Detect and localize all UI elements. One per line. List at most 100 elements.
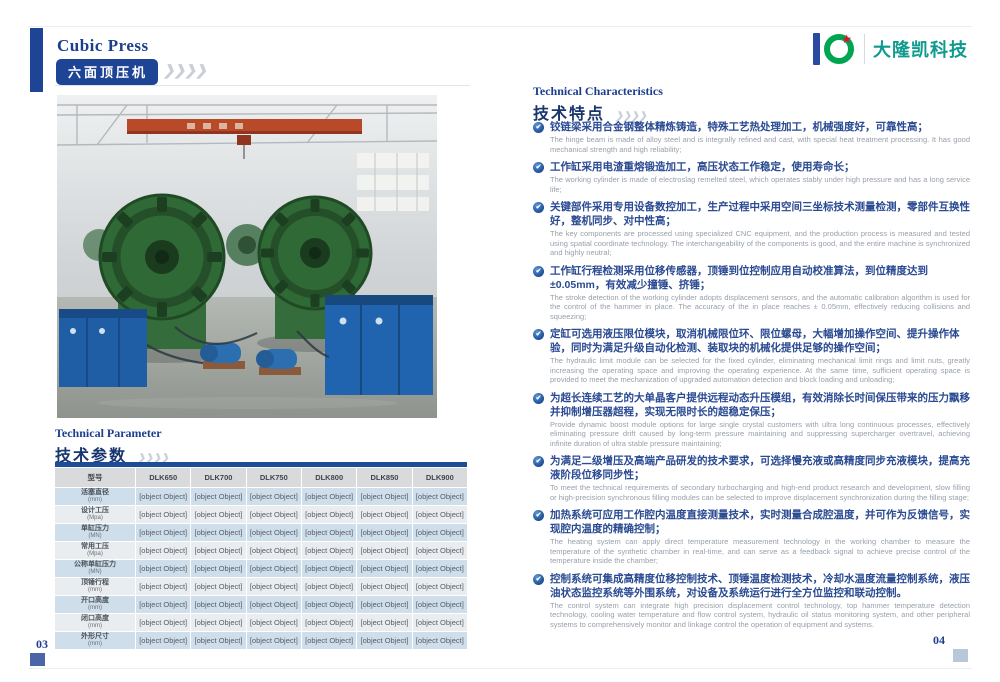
table-value-cell: [object Object] bbox=[191, 488, 246, 505]
row-unit: (MN) bbox=[88, 569, 102, 575]
feature-text-zh: 为满足二级增压及高端产品研发的技术要求，可选择慢充液或高精度同步充液模块，提高充… bbox=[550, 455, 970, 481]
table-row: 顶锤行程 (mm) [object Object] [object Object]… bbox=[55, 578, 467, 595]
table-value-cell: [object Object] bbox=[136, 578, 191, 595]
table-value-cell: [object Object] bbox=[357, 506, 412, 523]
left-accent-bar bbox=[30, 28, 43, 92]
table-value-cell: [object Object] bbox=[357, 524, 412, 541]
table-value-cell: [object Object] bbox=[136, 560, 191, 577]
table-value-cell: [object Object] bbox=[357, 614, 412, 631]
row-label: 常用工压 bbox=[81, 543, 109, 550]
page-corner-bar-right bbox=[953, 649, 968, 662]
table-value-cell: [object Object] bbox=[357, 488, 412, 505]
table-value-cell: [object Object] bbox=[246, 524, 301, 541]
table-value-cell: [object Object] bbox=[301, 560, 357, 577]
table-value-cell: [object Object] bbox=[246, 596, 301, 613]
feature-item: ✔ 为超长连续工艺的大单晶客户提供远程动态升压模组，有效消除长时间保压带来的压力… bbox=[533, 391, 970, 449]
table-value-cell: [object Object] bbox=[301, 596, 357, 613]
parameter-table: 型号 DLK650 DLK700 DLK750 DLK800 DLK850 DLK900 活… bbox=[55, 462, 467, 649]
feature-text: 为超长连续工艺的大单晶客户提供远程动态升压模组，有效消除长时间保压带来的压力飘移… bbox=[550, 391, 970, 449]
row-unit: (Mpa) bbox=[87, 551, 103, 557]
table-value-cell: [object Object] bbox=[412, 632, 467, 649]
table-value-cell: [object Object] bbox=[301, 578, 357, 595]
page-bottom-edge bbox=[28, 668, 972, 669]
row-label: 公称单缸压力 bbox=[74, 561, 116, 568]
row-label: 闭口高度 bbox=[81, 615, 109, 622]
table-value-cell: [object Object] bbox=[412, 542, 467, 559]
row-unit: (MN) bbox=[88, 533, 102, 539]
logo-star-icon: ★ bbox=[841, 32, 852, 46]
chevrons-icon: ❯❯❯❯ bbox=[163, 62, 207, 78]
row-label: 设计工压 bbox=[81, 507, 109, 514]
row-unit: (mm) bbox=[88, 623, 102, 629]
row-label: 活塞直径 bbox=[81, 489, 109, 496]
table-value-cell: [object Object] bbox=[412, 488, 467, 505]
feature-item: ✔ 控制系统可集成高精度位移控制技术、顶锤温度检测技术，冷却水温度流量控制系统，… bbox=[533, 572, 970, 630]
section-title-zh-text: 技术特点 bbox=[533, 106, 606, 123]
table-header-cell: DLK850 bbox=[357, 468, 412, 487]
logo-bar-icon bbox=[813, 33, 820, 65]
table-value-cell: [object Object] bbox=[136, 596, 191, 613]
row-label-cell: 公称单缸压力 (MN) bbox=[55, 560, 135, 577]
table-value-cell: [object Object] bbox=[246, 488, 301, 505]
row-label: 单缸压力 bbox=[81, 525, 109, 532]
table-value-cell: [object Object] bbox=[191, 560, 246, 577]
table-top-bar bbox=[55, 462, 467, 467]
page-corner-bar-left bbox=[30, 653, 45, 666]
feature-item: ✔ 工作缸采用电渣重熔锻造加工，高压状态工作稳定，使用寿命长； The work… bbox=[533, 160, 970, 194]
page-title: Cubic Press bbox=[57, 36, 149, 55]
section-title-en: Technical Parameter bbox=[55, 426, 162, 440]
table-row: 常用工压 (Mpa) [object Object] [object Object… bbox=[55, 542, 467, 559]
table-value-cell: [object Object] bbox=[246, 542, 301, 559]
table-value-cell: [object Object] bbox=[301, 614, 357, 631]
feature-text: 控制系统可集成高精度位移控制技术、顶锤温度检测技术，冷却水温度流量控制系统，液压… bbox=[550, 572, 970, 630]
table-value-cell: [object Object] bbox=[136, 542, 191, 559]
table-value-cell: [object Object] bbox=[136, 614, 191, 631]
table-value-cell: [object Object] bbox=[136, 488, 191, 505]
page-top-edge bbox=[28, 26, 972, 27]
factory-scene-illustration bbox=[57, 95, 437, 418]
table-value-cell: [object Object] bbox=[412, 524, 467, 541]
table-header-cell: DLK650 bbox=[136, 468, 191, 487]
check-icon: ✔ bbox=[533, 573, 544, 585]
row-label: 外形尺寸 bbox=[81, 633, 109, 640]
table-value-cell: [object Object] bbox=[357, 578, 412, 595]
table-row: 开口高度 (mm) [object Object] [object Object]… bbox=[55, 596, 467, 613]
feature-text-en: The hydraulic limit module can be select… bbox=[550, 356, 970, 384]
table-value-cell: [object Object] bbox=[412, 578, 467, 595]
company-logo: ★ 大隆凯科技 bbox=[813, 33, 968, 65]
feature-text-zh: 工作缸采用电渣重熔锻造加工，高压状态工作稳定，使用寿命长； bbox=[550, 161, 855, 173]
row-label-cell: 单缸压力 (MN) bbox=[55, 524, 135, 541]
row-unit: (mm) bbox=[88, 497, 102, 503]
table-value-cell: [object Object] bbox=[301, 524, 357, 541]
table-value-cell: [object Object] bbox=[191, 596, 246, 613]
feature-list: ✔ 铰链梁采用合金钢整体精炼铸造，特殊工艺热处理加工，机械强度好，可靠性高； T… bbox=[533, 120, 970, 635]
row-unit: (Mpa) bbox=[87, 515, 103, 521]
table-value-cell: [object Object] bbox=[191, 632, 246, 649]
table-value-cell: [object Object] bbox=[136, 506, 191, 523]
table-body: 活塞直径 (mm) [object Object] [object Object]… bbox=[55, 488, 467, 649]
table-header-cell: DLK900 bbox=[412, 468, 467, 487]
section-title-en: Technical Characteristics bbox=[533, 84, 663, 98]
feature-text: 加热系统可应用工作腔内温度直接测量技术，实时测量合成腔温度，并可作为反馈信号，实… bbox=[550, 508, 970, 566]
table-header-row: 型号 DLK650 DLK700 DLK750 DLK800 DLK850 DLK900 bbox=[55, 468, 467, 487]
table-header-cell: DLK750 bbox=[246, 468, 301, 487]
table-value-cell: [object Object] bbox=[246, 632, 301, 649]
table-row: 外形尺寸 (mm) [object Object] [object Object]… bbox=[55, 632, 467, 649]
feature-item: ✔ 定缸可选用液压限位模块，取消机械限位环、限位螺母，大幅增加操作空间、提升操作… bbox=[533, 327, 970, 385]
feature-text: 关键部件采用专用设备数控加工，生产过程中采用空间三坐标技术测量检测，零部件互换性… bbox=[550, 200, 970, 258]
check-icon: ✔ bbox=[533, 122, 544, 133]
row-label-cell: 闭口高度 (mm) bbox=[55, 614, 135, 631]
feature-text-zh: 为超长连续工艺的大单晶客户提供远程动态升压模组，有效消除长时间保压带来的压力飘移… bbox=[550, 391, 970, 418]
table-value-cell: [object Object] bbox=[357, 596, 412, 613]
chevrons-icon: ❯❯❯❯ bbox=[137, 453, 169, 464]
check-icon: ✔ bbox=[533, 265, 544, 277]
technical-parameter-heading: Technical Parameter 技术参数 ❯❯❯❯ bbox=[55, 426, 169, 466]
table-value-cell: [object Object] bbox=[246, 560, 301, 577]
feature-text-en: The working cylinder is made of electros… bbox=[550, 175, 970, 194]
table-value-cell: [object Object] bbox=[412, 614, 467, 631]
row-label: 开口高度 bbox=[81, 597, 109, 604]
table-value-cell: [object Object] bbox=[357, 632, 412, 649]
table-value-cell: [object Object] bbox=[191, 542, 246, 559]
page-number-left: 03 bbox=[36, 637, 48, 651]
